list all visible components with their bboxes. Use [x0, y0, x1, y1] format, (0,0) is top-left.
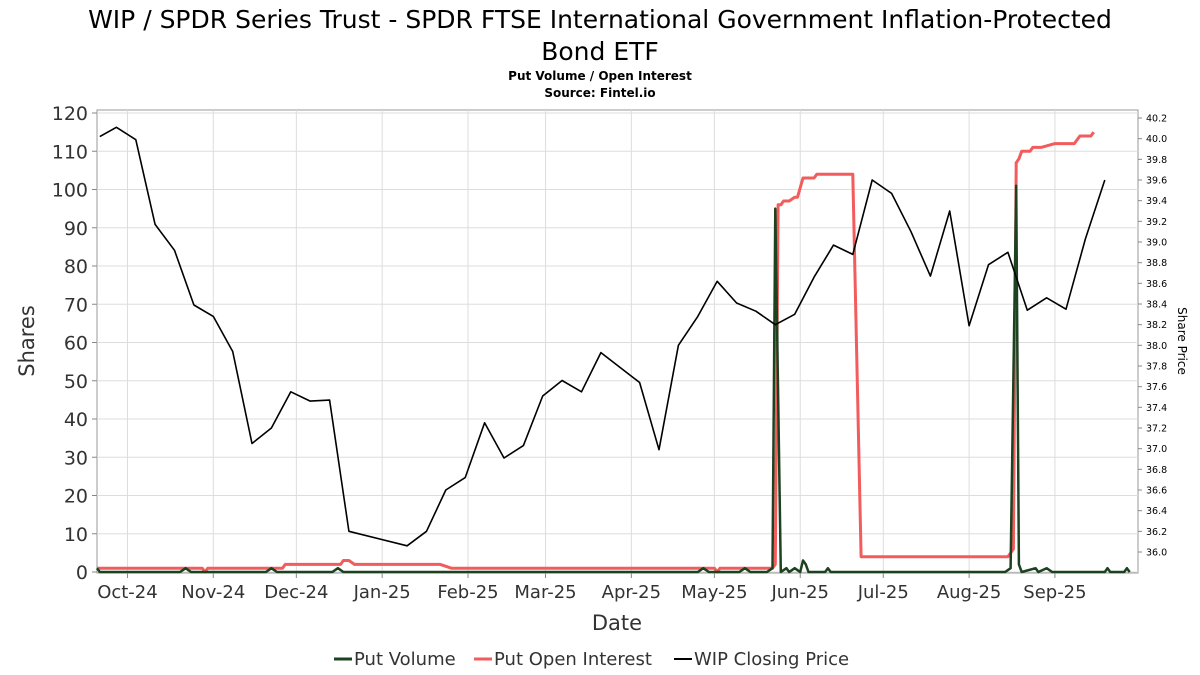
y-tick-label: 100: [52, 180, 88, 202]
y-axis-right: 36.0 36.2 36.4 36.6 36.8 37.0 37.2 37.4 37.6 37.8…: [1138, 114, 1167, 559]
y-tick-label: 20: [64, 486, 88, 508]
chart-title-line-2: Bond ETF: [541, 37, 659, 66]
x-tick-label: Sep-25: [1023, 582, 1086, 603]
x-tick-label: Apr-25: [602, 582, 661, 603]
chart-subtitle: Put Volume / Open Interest: [508, 69, 692, 83]
y2-tick-label: 36.2: [1146, 527, 1167, 538]
y-tick-label: 0: [76, 562, 88, 584]
y-axis-left: 0 10 20 30 40 50 60 70 80 90 100 110 120: [52, 103, 97, 584]
y2-tick-label: 37.2: [1146, 424, 1167, 435]
y-tick-label: 110: [52, 141, 88, 163]
series-put-open-interest: [97, 131, 1095, 574]
x-tick-label: May-25: [681, 582, 747, 603]
y2-tick-label: 37.4: [1146, 403, 1167, 414]
y2-tick-label: 38.6: [1146, 279, 1167, 290]
y2-axis-label: Share Price: [1175, 307, 1189, 375]
y2-tick-label: 36.8: [1146, 465, 1167, 476]
x-tick-label: Oct-24: [97, 582, 158, 603]
y2-tick-label: 39.2: [1146, 217, 1167, 228]
legend-label-put-volume: Put Volume: [354, 649, 456, 670]
y-tick-label: 30: [64, 447, 88, 469]
legend: Put Volume Put Open Interest WIP Closing…: [334, 649, 849, 670]
y2-tick-label: 38.2: [1146, 320, 1167, 331]
y-tick-label: 60: [64, 333, 88, 355]
x-tick-label: Aug-25: [937, 582, 1002, 603]
x-axis-label: Date: [592, 611, 642, 635]
y2-tick-label: 38.0: [1146, 341, 1167, 352]
y2-tick-label: 39.0: [1146, 238, 1167, 249]
y-tick-label: 40: [64, 409, 88, 431]
series-layer: [95, 126, 1131, 574]
legend-label-wip-closing-price: WIP Closing Price: [694, 649, 849, 670]
y2-tick-label: 37.0: [1146, 444, 1167, 455]
x-tick-label: Jun-25: [770, 582, 829, 603]
y2-tick-label: 39.4: [1146, 196, 1167, 207]
plot-area: [96, 109, 1139, 574]
y-tick-label: 70: [64, 294, 88, 316]
y-tick-label: 80: [64, 256, 88, 278]
y2-tick-label: 37.8: [1146, 362, 1167, 373]
y2-tick-label: 36.6: [1146, 486, 1167, 497]
y2-tick-label: 39.6: [1146, 176, 1167, 187]
y-axis-label: Shares: [15, 305, 39, 377]
y2-tick-label: 38.8: [1146, 258, 1167, 269]
y-tick-label: 50: [64, 371, 88, 393]
x-axis: Oct-24 Nov-24 Dec-24 Jan-25 Feb-25 Mar-25 Apr-…: [97, 573, 1087, 603]
chart-title-line-1: WIP / SPDR Series Trust - SPDR FTSE Inte…: [88, 5, 1112, 34]
y-tick-label: 120: [52, 103, 88, 125]
legend-label-put-open-interest: Put Open Interest: [494, 649, 652, 670]
y-tick-label: 10: [64, 524, 88, 546]
x-tick-label: Dec-24: [264, 582, 328, 603]
y2-tick-label: 36.0: [1146, 548, 1167, 559]
y2-tick-label: 40.0: [1146, 134, 1167, 145]
x-tick-label: Jan-25: [353, 582, 411, 603]
y2-tick-label: 38.4: [1146, 300, 1167, 311]
chart-source: Source: Fintel.io: [544, 86, 655, 100]
x-tick-label: Jul-25: [857, 582, 909, 603]
x-tick-label: Mar-25: [514, 582, 576, 603]
y2-tick-label: 39.8: [1146, 155, 1167, 166]
y2-tick-label: 40.2: [1146, 114, 1167, 125]
y-tick-label: 90: [64, 218, 88, 240]
y2-tick-label: 37.6: [1146, 382, 1167, 393]
series-wip-closing-price: [99, 126, 1106, 547]
y2-tick-label: 36.4: [1146, 506, 1167, 517]
x-tick-label: Nov-24: [181, 582, 245, 603]
x-tick-label: Feb-25: [437, 582, 498, 603]
series-put-volume: [95, 184, 1131, 574]
